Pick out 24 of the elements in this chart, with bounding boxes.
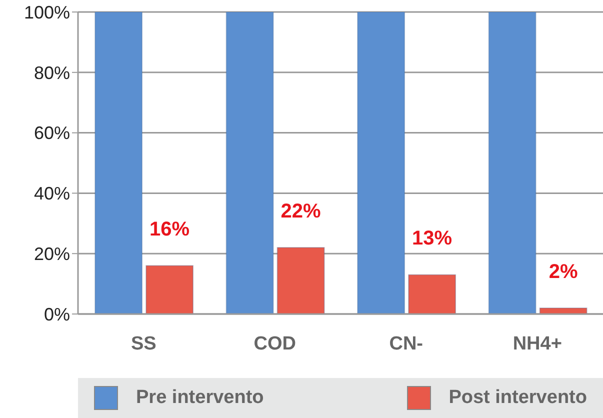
bar	[539, 307, 588, 314]
legend-label: Pre intervento	[136, 387, 264, 409]
x-tick-label: COD	[254, 333, 296, 354]
x-tick-label: NH4+	[512, 333, 562, 354]
y-tick-label: 40%	[34, 184, 70, 204]
data-label: 13%	[412, 228, 452, 250]
bar	[408, 274, 456, 314]
bar	[146, 265, 194, 314]
y-tick-label: 20%	[34, 244, 70, 264]
bar	[94, 12, 143, 314]
bar	[226, 12, 274, 314]
bar	[357, 12, 406, 314]
x-tick-label: SS	[130, 333, 156, 354]
data-label: 16%	[150, 218, 190, 241]
y-tick-label: 80%	[34, 62, 70, 83]
legend-label: Post intervento	[448, 387, 587, 409]
bar	[488, 12, 536, 314]
bar	[276, 247, 325, 314]
y-tick-label: 60%	[34, 123, 70, 144]
y-tick-label: 100%	[24, 2, 70, 22]
x-tick-label: CN-	[389, 333, 424, 354]
data-label: 22%	[280, 200, 322, 223]
data-label: 2%	[548, 260, 578, 283]
y-tick-label: 0%	[44, 304, 70, 324]
